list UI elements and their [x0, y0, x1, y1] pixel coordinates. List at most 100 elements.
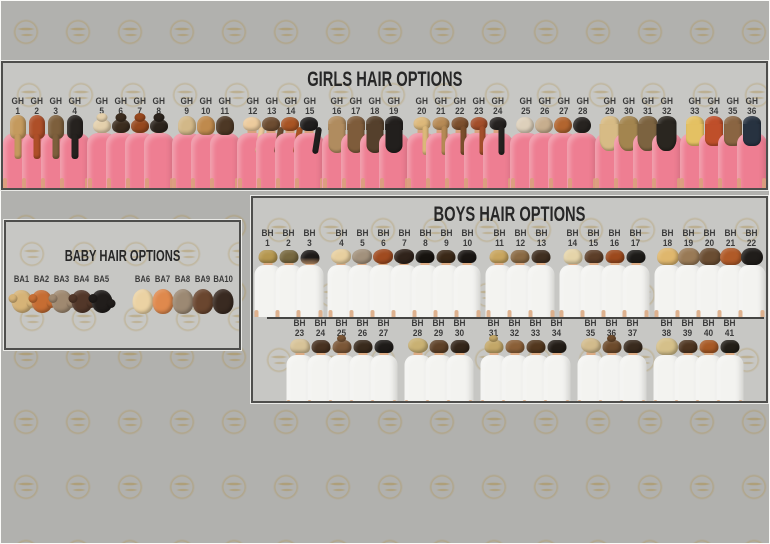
- messy-hair: [407, 338, 428, 353]
- label-prefix: BH: [453, 319, 466, 328]
- side-ponytail-hair: [243, 117, 262, 131]
- neck: [284, 260, 293, 269]
- figure-graphic: [370, 338, 397, 401]
- label-number: 26: [357, 327, 368, 338]
- label-prefix: GH: [557, 96, 570, 106]
- figure-graphic: [738, 248, 765, 317]
- hair-option-label: GH 16: [331, 96, 343, 116]
- label-prefix: BH: [626, 319, 639, 328]
- neck: [399, 260, 409, 269]
- shaggy-hair: [698, 248, 721, 265]
- curly-hair: [394, 249, 415, 264]
- neck: [631, 260, 641, 269]
- hair-option-bh41: BH 41: [716, 319, 743, 401]
- hair-group: BH 23 BH 24 BH 25 BH 26 BH 27: [286, 319, 397, 401]
- braided-ponytail-hair: [432, 117, 450, 155]
- label-number: 25: [336, 327, 347, 338]
- label-number: 11: [220, 105, 230, 116]
- neck: [304, 128, 314, 137]
- shaggy-hair: [677, 248, 700, 265]
- hair-group: GH 9 GH 10 GH 11: [171, 96, 240, 188]
- shirt-torso: [716, 355, 743, 401]
- crop-hair: [510, 250, 530, 263]
- label-prefix: BH: [440, 229, 453, 238]
- crop-hair: [258, 250, 277, 263]
- label-prefix: GH: [745, 96, 758, 106]
- hair-option-label: GH 30: [623, 96, 635, 116]
- label-number: 33: [530, 327, 541, 338]
- hair-option-label: BH 29: [433, 319, 445, 338]
- neck: [568, 260, 578, 269]
- hair-option-label: BH 30: [454, 319, 466, 338]
- hair-option-label: GH 33: [688, 96, 700, 116]
- neck: [295, 350, 304, 359]
- wavy-hair: [657, 116, 677, 130]
- crop-hair: [279, 250, 298, 263]
- crop-hair: [489, 250, 509, 263]
- bob-hair: [196, 116, 215, 135]
- hair-option-label: GH 11: [219, 96, 231, 116]
- hair-option-label: BH 35: [585, 319, 597, 338]
- label-number: 33: [689, 105, 700, 116]
- hair-option-label: GH 28: [576, 96, 588, 116]
- bob-hair: [215, 116, 234, 135]
- hair-option-label: GH 13: [265, 96, 278, 116]
- hair-option-label: BH 17: [630, 229, 642, 248]
- hair-option-label: BA9: [195, 274, 211, 285]
- label-number: 35: [727, 105, 738, 116]
- label-number: 10: [462, 237, 472, 248]
- hair-option-label: BH 11: [493, 229, 505, 248]
- label-prefix: BH: [660, 319, 673, 328]
- label-number: 40: [703, 327, 714, 338]
- girls-hair-panel: GIRLS HAIR OPTIONS GH 1 GH 2 GH 3 GH 4 GH 5 GH 6 GH 7…: [0, 60, 769, 191]
- neck: [420, 260, 430, 269]
- baby-smooth-hair: [152, 289, 174, 314]
- label-prefix: GH: [265, 96, 278, 106]
- baby-curly-hair: [68, 290, 96, 313]
- label-prefix: BH: [261, 229, 274, 238]
- baby-curly-hair: [48, 290, 76, 313]
- label-number: 16: [610, 237, 620, 248]
- label-prefix: GH: [284, 96, 297, 106]
- neck: [589, 260, 599, 269]
- label-number: 7: [401, 237, 407, 248]
- crop-hair: [429, 340, 448, 353]
- shirt-torso: [738, 265, 765, 317]
- label-prefix: BH: [303, 229, 316, 238]
- braided-ponytail-hair: [413, 117, 431, 155]
- figure-graphic: [132, 288, 154, 318]
- hair-group: BH 18 BH 19 BH 20 BH 21 BH 22: [654, 229, 765, 317]
- label-number: 8: [156, 105, 162, 116]
- neck: [462, 260, 472, 269]
- label-prefix: GH: [246, 96, 259, 106]
- hair-option-label: BH 13: [535, 229, 547, 248]
- short-bob-hair: [573, 117, 592, 133]
- curly-hair: [373, 249, 394, 264]
- label-prefix: BH: [508, 319, 521, 328]
- label-number: 22: [746, 237, 757, 248]
- braided-ponytail-hair: [470, 117, 488, 155]
- label-number: 20: [704, 237, 715, 248]
- hair-option-label: GH 22: [453, 96, 465, 116]
- hair-option-ba5: BA5: [88, 274, 116, 318]
- label-prefix: GH: [368, 96, 382, 106]
- neck: [441, 260, 451, 269]
- hair-group: BA6 BA7 BA8 BA9 BA10: [132, 274, 234, 318]
- hair-option-label: BH 14: [567, 229, 579, 248]
- wavy-hair: [619, 116, 639, 130]
- crop-hair: [584, 250, 604, 263]
- label-prefix: GH: [303, 96, 316, 106]
- label-number: 5: [99, 105, 105, 116]
- baby-panel-title: BABY HAIR OPTIONS: [6, 222, 239, 268]
- shirt-torso: [527, 265, 555, 317]
- hair-option-label: BA6: [135, 274, 151, 285]
- label-number: 5: [359, 237, 365, 248]
- shaggy-hair: [655, 338, 678, 355]
- hair-option-label: BH 33: [530, 319, 542, 338]
- hair-option-label: GH 29: [604, 96, 616, 116]
- bun-hair: [112, 119, 131, 133]
- hair-option-label: BH 22: [746, 229, 758, 248]
- label-number: 21: [725, 237, 736, 248]
- neck: [455, 350, 464, 359]
- short-bob-hair: [535, 117, 554, 133]
